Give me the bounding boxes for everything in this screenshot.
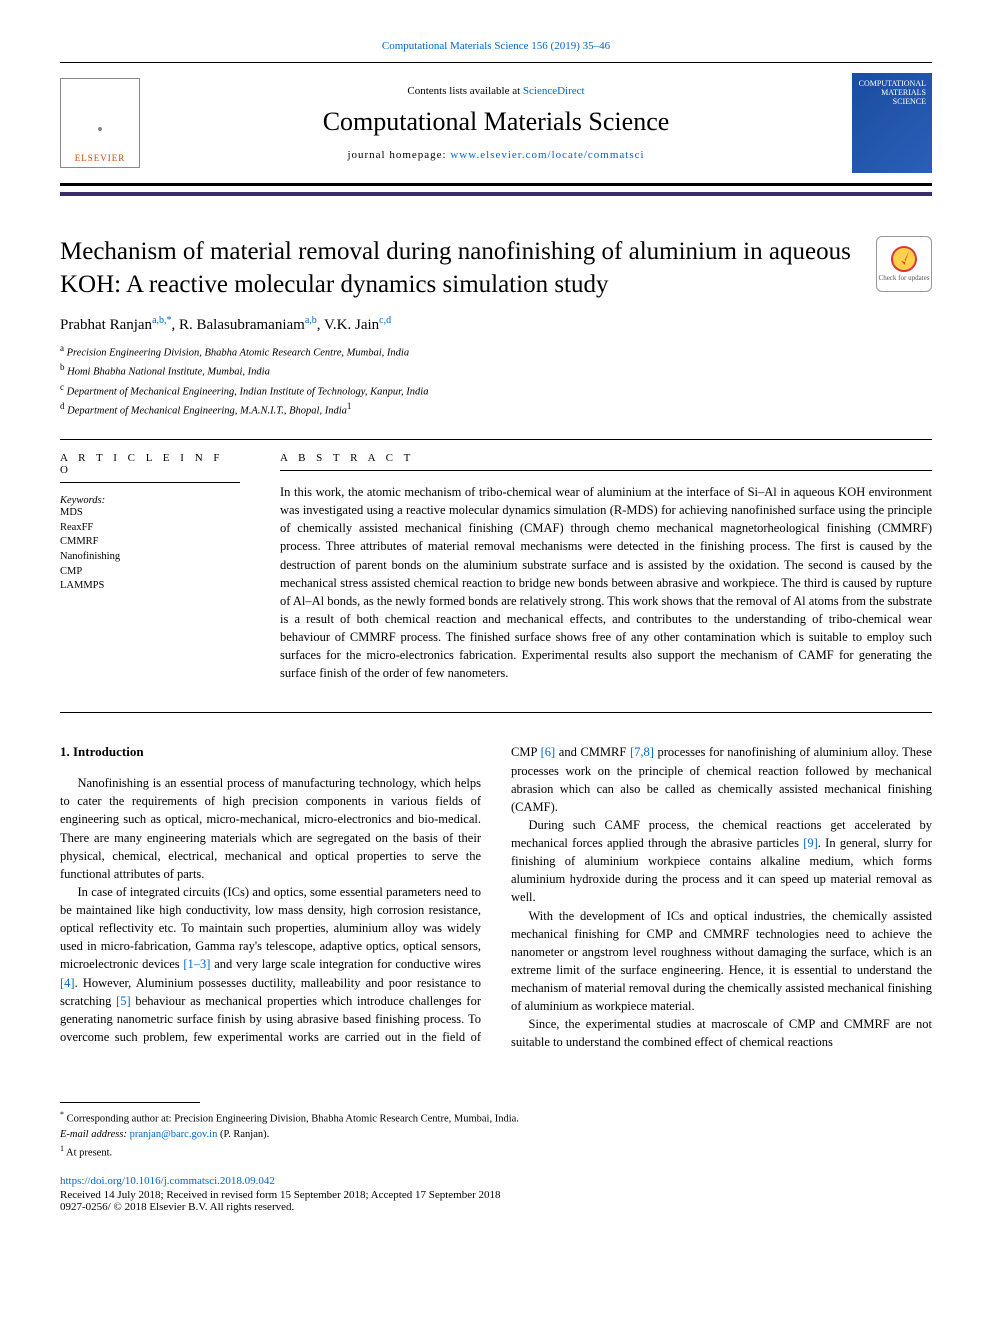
abstract-column: A B S T R A C T In this work, the atomic… bbox=[280, 452, 932, 682]
author[interactable]: R. Balasubramaniama,b bbox=[179, 317, 317, 333]
affil-text: Precision Engineering Division, Bhabha A… bbox=[67, 348, 409, 359]
author-sup[interactable]: c,d bbox=[379, 315, 391, 326]
received-line: Received 14 July 2018; Received in revis… bbox=[60, 1189, 932, 1201]
citation-link[interactable]: [9] bbox=[803, 836, 818, 850]
elsevier-logo[interactable]: ELSEVIER bbox=[60, 78, 140, 168]
doi-line: https://doi.org/10.1016/j.commatsci.2018… bbox=[60, 1175, 932, 1187]
divider bbox=[60, 439, 932, 440]
paragraph: Since, the experimental studies at macro… bbox=[511, 1015, 932, 1051]
affil-mark: a bbox=[60, 343, 64, 353]
elsevier-tree-icon bbox=[70, 93, 130, 153]
homepage-line: journal homepage: www.elsevier.com/locat… bbox=[140, 149, 852, 161]
keyword: Nanofinishing bbox=[60, 550, 240, 565]
contents-line: Contents lists available at ScienceDirec… bbox=[140, 85, 852, 97]
citation-link[interactable]: [7,8] bbox=[630, 745, 654, 759]
email-label: E-mail address: bbox=[60, 1129, 130, 1140]
divider bbox=[280, 470, 932, 471]
affil-mark: d bbox=[60, 401, 65, 411]
doi-link[interactable]: https://doi.org/10.1016/j.commatsci.2018… bbox=[60, 1175, 275, 1187]
footnote-separator bbox=[60, 1102, 200, 1103]
body-text: 1. Introduction Nanofinishing is an esse… bbox=[60, 743, 932, 1051]
affil-text: Homi Bhabha National Institute, Mumbai, … bbox=[67, 367, 270, 378]
footnote-text: At present. bbox=[66, 1147, 112, 1158]
elsevier-label: ELSEVIER bbox=[75, 153, 126, 163]
copyright-line: 0927-0256/ © 2018 Elsevier B.V. All righ… bbox=[60, 1201, 932, 1213]
affil-mark: b bbox=[60, 362, 65, 372]
top-journal-name: Computational Materials Science bbox=[382, 40, 529, 52]
title-row: Mechanism of material removal during nan… bbox=[60, 236, 932, 315]
author-name: R. Balasubramaniam bbox=[179, 317, 305, 333]
author-name: V.K. Jain bbox=[324, 317, 379, 333]
paragraph: With the development of ICs and optical … bbox=[511, 907, 932, 1016]
affiliation: d Department of Mechanical Engineering, … bbox=[60, 400, 932, 419]
top-issue: 156 (2019) 35–46 bbox=[531, 40, 610, 52]
journal-name: Computational Materials Science bbox=[140, 107, 852, 137]
journal-header: ELSEVIER Contents lists available at Sci… bbox=[60, 62, 932, 186]
paragraph: Nanofinishing is an essential process of… bbox=[60, 774, 481, 883]
affil-text: Department of Mechanical Engineering, In… bbox=[67, 386, 429, 397]
email-line: E-mail address: pranjan@barc.gov.in (P. … bbox=[60, 1127, 932, 1143]
authors-line: Prabhat Ranjana,b,*, R. Balasubramaniama… bbox=[60, 315, 932, 334]
keyword: ReaxFF bbox=[60, 521, 240, 536]
article-title: Mechanism of material removal during nan… bbox=[60, 236, 856, 301]
section-heading: 1. Introduction bbox=[60, 743, 481, 762]
corresponding-author-note: * Corresponding author at: Precision Eng… bbox=[60, 1109, 932, 1127]
citation-link[interactable]: [4] bbox=[60, 976, 75, 990]
keyword: MDS bbox=[60, 506, 240, 521]
paragraph: During such CAMF process, the chemical r… bbox=[511, 816, 932, 907]
keyword: CMMRF bbox=[60, 535, 240, 550]
check-updates-icon bbox=[891, 246, 917, 272]
email-link[interactable]: pranjan@barc.gov.in bbox=[130, 1129, 218, 1140]
header-center: Contents lists available at ScienceDirec… bbox=[140, 85, 852, 161]
citation-link[interactable]: [5] bbox=[116, 994, 131, 1008]
citation-link[interactable]: [1–3] bbox=[183, 957, 210, 971]
homepage-prefix: journal homepage: bbox=[347, 149, 450, 161]
keywords-label: Keywords: bbox=[60, 495, 240, 506]
abstract-text: In this work, the atomic mechanism of tr… bbox=[280, 483, 932, 682]
homepage-link[interactable]: www.elsevier.com/locate/commatsci bbox=[450, 149, 644, 161]
check-updates-label: Check for updates bbox=[879, 274, 930, 282]
keyword: CMP bbox=[60, 565, 240, 580]
affiliation: c Department of Mechanical Engineering, … bbox=[60, 381, 932, 400]
affiliation: a Precision Engineering Division, Bhabha… bbox=[60, 342, 932, 361]
footnote-1: 1 At present. bbox=[60, 1143, 932, 1161]
journal-cover-thumbnail[interactable]: COMPUTATIONAL MATERIALS SCIENCE bbox=[852, 73, 932, 173]
author-sup[interactable]: a,b bbox=[305, 315, 317, 326]
affil-mark: c bbox=[60, 382, 64, 392]
abstract-label: A B S T R A C T bbox=[280, 452, 932, 464]
contents-prefix: Contents lists available at bbox=[407, 85, 522, 97]
purple-divider bbox=[60, 192, 932, 196]
footnote-text: Corresponding author at: Precision Engin… bbox=[67, 1113, 519, 1124]
affil-text: Department of Mechanical Engineering, M.… bbox=[67, 405, 347, 416]
author-sup[interactable]: a,b,* bbox=[152, 315, 171, 326]
divider bbox=[60, 712, 932, 713]
info-abstract-row: A R T I C L E I N F O Keywords: MDS Reax… bbox=[60, 452, 932, 682]
affiliations: a Precision Engineering Division, Bhabha… bbox=[60, 342, 932, 419]
footnotes: * Corresponding author at: Precision Eng… bbox=[60, 1109, 932, 1161]
author-name: Prabhat Ranjan bbox=[60, 317, 152, 333]
divider bbox=[60, 482, 240, 483]
author[interactable]: Prabhat Ranjana,b,* bbox=[60, 317, 172, 333]
affil-note-sup[interactable]: 1 bbox=[347, 401, 352, 411]
top-journal-link[interactable]: Computational Materials Science 156 (201… bbox=[60, 40, 932, 52]
citation-link[interactable]: [6] bbox=[541, 745, 556, 759]
article-info-column: A R T I C L E I N F O Keywords: MDS Reax… bbox=[60, 452, 240, 682]
affiliation: b Homi Bhabha National Institute, Mumbai… bbox=[60, 361, 932, 380]
article-info-label: A R T I C L E I N F O bbox=[60, 452, 240, 476]
email-author: (P. Ranjan). bbox=[217, 1129, 269, 1140]
check-updates-badge[interactable]: Check for updates bbox=[876, 236, 932, 292]
keyword: LAMMPS bbox=[60, 579, 240, 594]
author[interactable]: V.K. Jainc,d bbox=[324, 317, 391, 333]
sciencedirect-link[interactable]: ScienceDirect bbox=[523, 85, 585, 97]
